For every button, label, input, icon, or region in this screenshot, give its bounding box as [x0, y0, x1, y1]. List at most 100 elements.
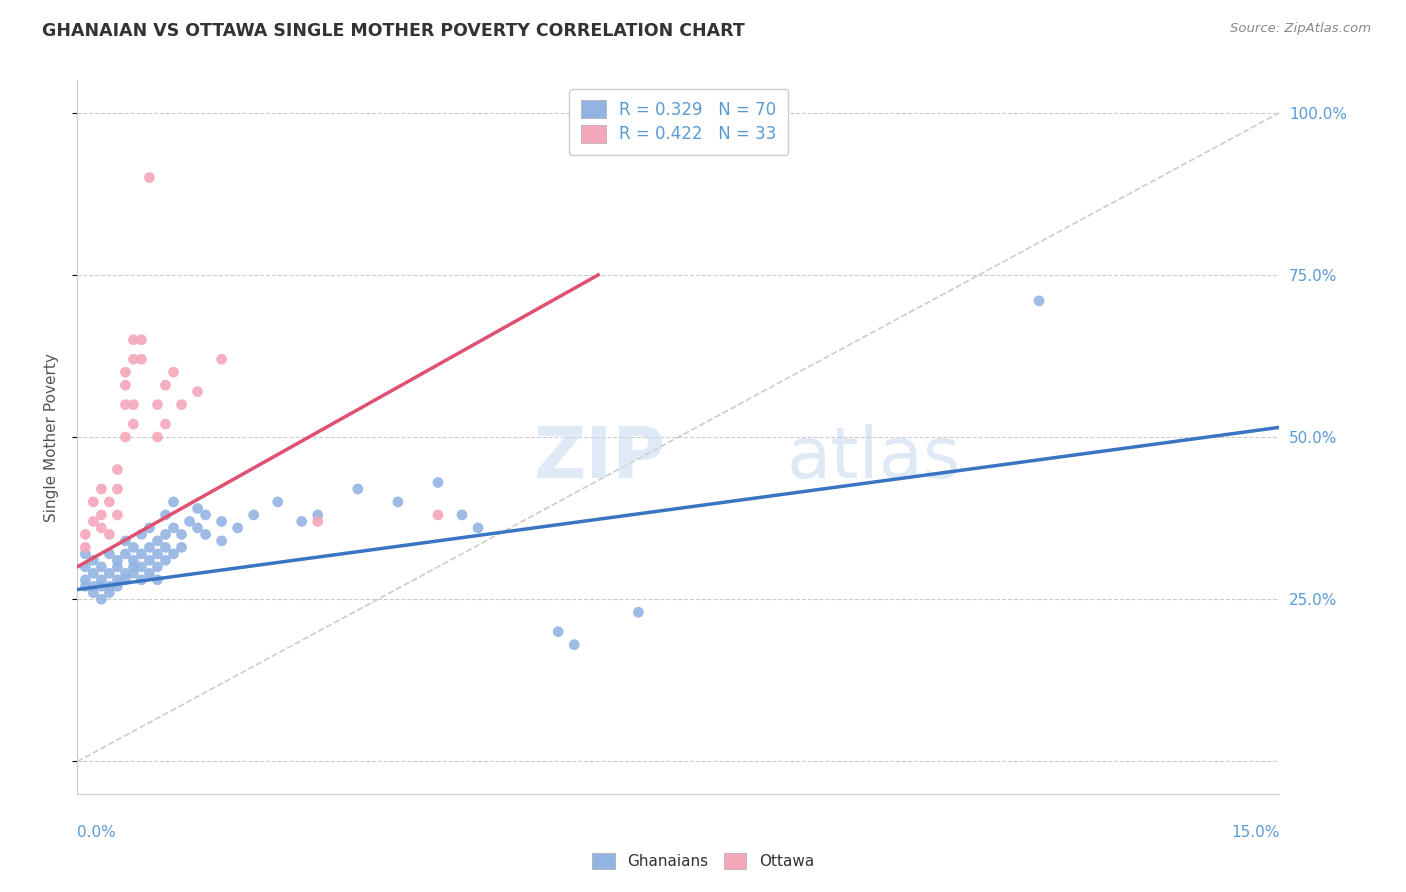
- Point: [107, 553, 129, 567]
- Point: [155, 527, 177, 541]
- Point: [146, 533, 169, 548]
- Point: [75, 547, 97, 561]
- Point: [107, 508, 129, 522]
- Point: [82, 586, 104, 600]
- Point: [131, 547, 153, 561]
- Point: [82, 553, 104, 567]
- Text: 0.0%: 0.0%: [77, 825, 117, 840]
- Point: [387, 495, 409, 509]
- Point: [98, 586, 121, 600]
- Point: [114, 430, 136, 444]
- Point: [427, 508, 450, 522]
- Point: [107, 579, 129, 593]
- Point: [146, 547, 169, 561]
- Point: [98, 566, 121, 581]
- Point: [90, 579, 112, 593]
- Point: [90, 508, 112, 522]
- Point: [122, 398, 145, 412]
- Point: [82, 515, 104, 529]
- Point: [155, 378, 177, 392]
- Point: [211, 352, 233, 367]
- Point: [170, 527, 193, 541]
- Point: [138, 553, 160, 567]
- Point: [114, 533, 136, 548]
- Text: ZIP: ZIP: [534, 424, 666, 493]
- Point: [187, 521, 209, 535]
- Point: [155, 508, 177, 522]
- Point: [187, 384, 209, 399]
- Point: [122, 553, 145, 567]
- Legend: Ghanaians, Ottawa: Ghanaians, Ottawa: [586, 847, 820, 875]
- Point: [146, 559, 169, 574]
- Point: [75, 579, 97, 593]
- Point: [627, 605, 650, 619]
- Point: [82, 579, 104, 593]
- Point: [131, 333, 153, 347]
- Point: [194, 527, 217, 541]
- Point: [107, 482, 129, 496]
- Point: [90, 573, 112, 587]
- Point: [451, 508, 474, 522]
- Point: [122, 333, 145, 347]
- Point: [90, 482, 112, 496]
- Point: [114, 547, 136, 561]
- Point: [146, 398, 169, 412]
- Point: [98, 579, 121, 593]
- Point: [547, 624, 569, 639]
- Point: [107, 573, 129, 587]
- Point: [75, 541, 97, 555]
- Point: [347, 482, 370, 496]
- Text: Source: ZipAtlas.com: Source: ZipAtlas.com: [1230, 22, 1371, 36]
- Point: [90, 559, 112, 574]
- Point: [146, 573, 169, 587]
- Point: [138, 521, 160, 535]
- Point: [75, 527, 97, 541]
- Point: [75, 573, 97, 587]
- Point: [226, 521, 249, 535]
- Text: atlas: atlas: [786, 424, 960, 493]
- Point: [131, 573, 153, 587]
- Point: [467, 521, 489, 535]
- Point: [114, 378, 136, 392]
- Point: [122, 541, 145, 555]
- Point: [267, 495, 290, 509]
- Point: [211, 515, 233, 529]
- Point: [155, 541, 177, 555]
- Point: [307, 508, 329, 522]
- Point: [162, 521, 184, 535]
- Point: [194, 508, 217, 522]
- Point: [179, 515, 201, 529]
- Point: [211, 533, 233, 548]
- Point: [291, 515, 314, 529]
- Point: [131, 559, 153, 574]
- Point: [138, 170, 160, 185]
- Text: GHANAIAN VS OTTAWA SINGLE MOTHER POVERTY CORRELATION CHART: GHANAIAN VS OTTAWA SINGLE MOTHER POVERTY…: [42, 22, 745, 40]
- Point: [138, 566, 160, 581]
- Point: [107, 559, 129, 574]
- Point: [187, 501, 209, 516]
- Point: [90, 592, 112, 607]
- Point: [138, 541, 160, 555]
- Point: [98, 495, 121, 509]
- Point: [114, 566, 136, 581]
- Point: [98, 547, 121, 561]
- Point: [122, 417, 145, 431]
- Point: [122, 566, 145, 581]
- Point: [122, 352, 145, 367]
- Point: [114, 573, 136, 587]
- Point: [1028, 293, 1050, 308]
- Point: [114, 398, 136, 412]
- Point: [131, 527, 153, 541]
- Point: [122, 559, 145, 574]
- Point: [90, 521, 112, 535]
- Point: [131, 352, 153, 367]
- Y-axis label: Single Mother Poverty: Single Mother Poverty: [44, 352, 59, 522]
- Point: [146, 430, 169, 444]
- Text: 15.0%: 15.0%: [1232, 825, 1279, 840]
- Legend: R = 0.329   N = 70, R = 0.422   N = 33: R = 0.329 N = 70, R = 0.422 N = 33: [569, 88, 787, 155]
- Point: [162, 365, 184, 379]
- Point: [114, 365, 136, 379]
- Point: [170, 398, 193, 412]
- Point: [242, 508, 264, 522]
- Point: [98, 527, 121, 541]
